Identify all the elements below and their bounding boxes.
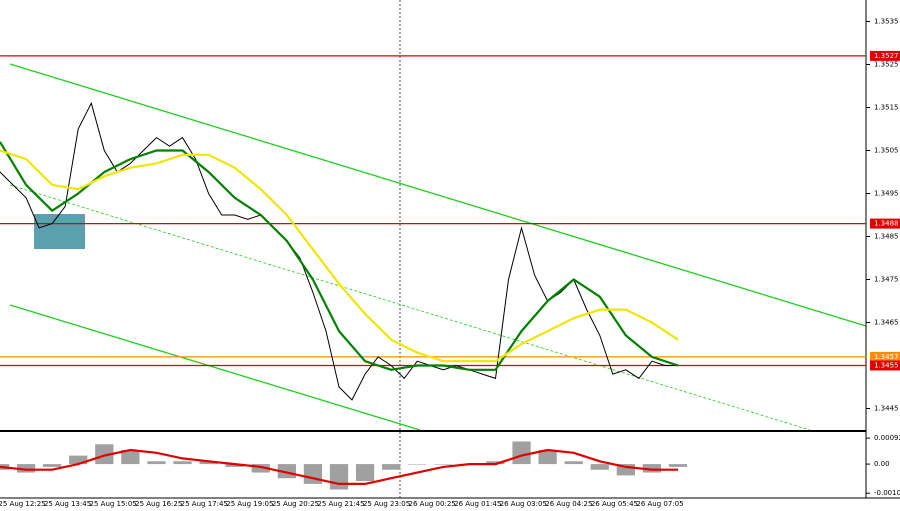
y-tick-label: 1.3475 bbox=[874, 276, 899, 284]
histogram-bar bbox=[564, 461, 583, 465]
y-tick-label: 1.3465 bbox=[874, 319, 899, 327]
y-tick-label: 0.00 bbox=[874, 460, 890, 468]
histogram-bar bbox=[173, 461, 192, 465]
histogram-bar bbox=[616, 464, 635, 476]
level-label-box bbox=[870, 50, 900, 61]
x-tick-label: 26 Aug 05:45 bbox=[591, 500, 638, 508]
plot-layer: 1.3535 1.3525 1.3515 1.3505 1.3495 1.3485 1.34… bbox=[0, 18, 900, 508]
y-tick-label: 1.3505 bbox=[874, 147, 899, 155]
level-label: 1.3488 bbox=[874, 220, 899, 228]
histogram-bar bbox=[434, 464, 453, 465]
x-tick-label: 26 Aug 00:25 bbox=[409, 500, 456, 508]
series-line bbox=[0, 101, 678, 401]
x-tick-label: 26 Aug 03:05 bbox=[500, 500, 547, 508]
histogram-bar bbox=[147, 461, 166, 465]
y-tick-label: 0.00092 bbox=[874, 434, 900, 442]
histogram-bar bbox=[199, 461, 218, 465]
histogram-bar bbox=[95, 444, 114, 465]
histogram-bar bbox=[668, 464, 688, 467]
histogram-bar bbox=[329, 464, 349, 490]
histogram-bar bbox=[69, 455, 88, 465]
y-tick-label: 1.3495 bbox=[874, 190, 899, 198]
y-tick-label: 1.3445 bbox=[874, 405, 899, 413]
y-tick-label: -0.00103 bbox=[874, 489, 900, 497]
histogram-bar bbox=[16, 464, 36, 473]
series-line bbox=[0, 149, 679, 363]
histogram-bar bbox=[121, 449, 140, 465]
level-label-box bbox=[870, 351, 900, 362]
series-line bbox=[0, 448, 678, 485]
histogram-bar bbox=[43, 464, 62, 467]
x-tick-label: 25 Aug 21:45 bbox=[317, 500, 364, 508]
x-tick-label: 26 Aug 04:25 bbox=[545, 500, 592, 508]
histogram-bar bbox=[486, 461, 505, 465]
x-tick-label: 25 Aug 23:05 bbox=[363, 500, 410, 508]
x-tick-label: 25 Aug 20:25 bbox=[272, 500, 319, 508]
histogram-bar bbox=[303, 464, 323, 484]
histogram-bar bbox=[642, 464, 662, 473]
channel-line bbox=[9, 304, 421, 431]
x-tick-label: 26 Aug 07:05 bbox=[636, 500, 683, 508]
level-label: 1.3457 bbox=[874, 353, 899, 361]
level-label: 1.3527 bbox=[874, 52, 899, 60]
x-tick-label: 26 Aug 01:45 bbox=[454, 500, 501, 508]
histogram-bar bbox=[355, 464, 375, 482]
histogram-bar bbox=[538, 449, 557, 465]
x-tick-label: 25 Aug 13:45 bbox=[44, 500, 91, 508]
level-label-box bbox=[870, 360, 900, 371]
y-tick-label: 1.3485 bbox=[874, 233, 899, 241]
x-tick-label: 25 Aug 15:05 bbox=[90, 500, 137, 508]
x-tick-label: 25 Aug 16:25 bbox=[135, 500, 182, 508]
x-tick-label: 25 Aug 17:45 bbox=[181, 500, 228, 508]
highlight-box bbox=[34, 214, 85, 249]
histogram-bar bbox=[225, 464, 244, 467]
y-tick-label: 1.3515 bbox=[874, 104, 899, 112]
x-tick-label: 25 Aug 19:05 bbox=[226, 500, 273, 508]
histogram-bar bbox=[408, 464, 427, 465]
y-tick-label: 1.3525 bbox=[874, 61, 899, 69]
histogram-bar bbox=[251, 464, 270, 473]
channel-midline bbox=[9, 184, 811, 431]
series-line bbox=[0, 141, 679, 371]
histogram-bar bbox=[512, 441, 531, 465]
y-tick-label: 1.3535 bbox=[874, 18, 899, 26]
x-tick-label: 25 Aug 12:25 bbox=[0, 500, 46, 508]
level-label-box bbox=[870, 218, 900, 229]
level-label: 1.3455 bbox=[874, 362, 899, 370]
channel-line bbox=[9, 63, 867, 327]
histogram-bar bbox=[590, 464, 609, 470]
histogram-bar bbox=[382, 464, 401, 470]
